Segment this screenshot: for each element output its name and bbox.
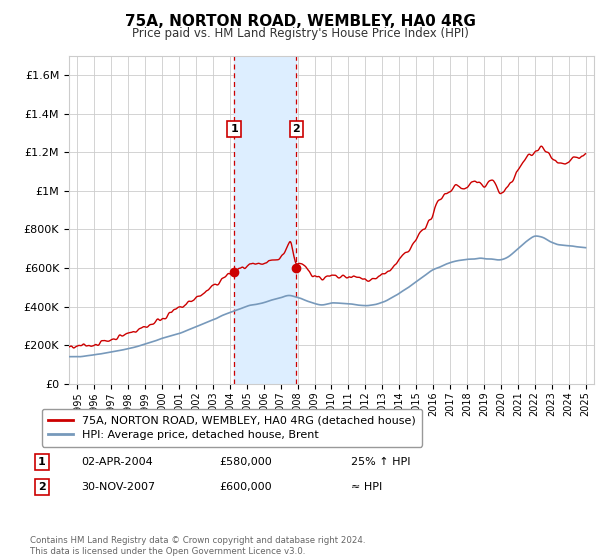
Text: 30-NOV-2007: 30-NOV-2007 [81,482,155,492]
Text: ≈ HPI: ≈ HPI [351,482,382,492]
Legend: 75A, NORTON ROAD, WEMBLEY, HA0 4RG (detached house), HPI: Average price, detache: 75A, NORTON ROAD, WEMBLEY, HA0 4RG (deta… [41,409,422,446]
Text: 2: 2 [38,482,46,492]
Text: 1: 1 [38,457,46,467]
Bar [234,56,296,384]
Text: Contains HM Land Registry data © Crown copyright and database right 2024.
This d: Contains HM Land Registry data © Crown c… [30,536,365,556]
Text: 25% ↑ HPI: 25% ↑ HPI [351,457,410,467]
Text: 1: 1 [230,124,238,134]
Text: 75A, NORTON ROAD, WEMBLEY, HA0 4RG: 75A, NORTON ROAD, WEMBLEY, HA0 4RG [125,14,475,29]
Text: 2: 2 [292,124,300,134]
Text: Price paid vs. HM Land Registry's House Price Index (HPI): Price paid vs. HM Land Registry's House … [131,27,469,40]
Text: £600,000: £600,000 [219,482,272,492]
Text: 02-APR-2004: 02-APR-2004 [81,457,153,467]
Text: £580,000: £580,000 [219,457,272,467]
